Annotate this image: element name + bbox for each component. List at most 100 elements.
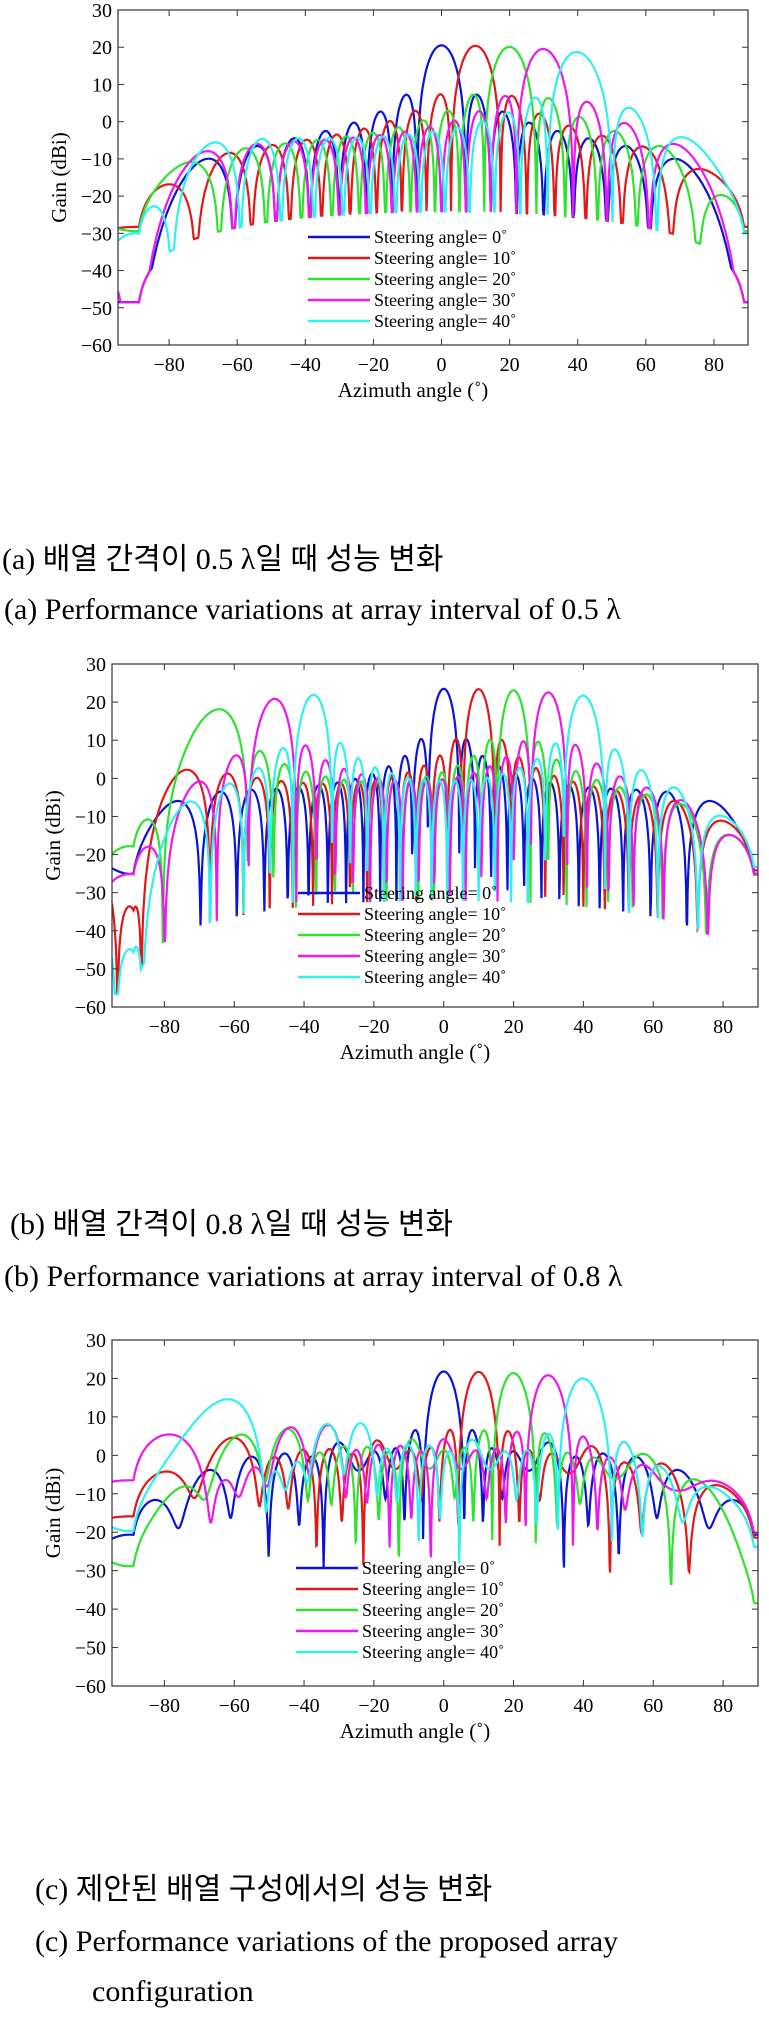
legend: Steering angle= 0˚Steering angle= 10˚Ste… [296, 1558, 504, 1662]
x-tick-label: 20 [500, 354, 520, 376]
legend-label: Steering angle= 0˚ [362, 1558, 495, 1578]
series-line-0 [118, 44, 748, 304]
y-tick-label: 10 [92, 74, 112, 96]
caption-c-english-line1: (c) Performance variations of the propos… [35, 1925, 619, 1958]
y-tick-label: 0 [102, 112, 112, 134]
legend-label: Steering angle= 20˚ [374, 269, 516, 289]
x-tick-label: −80 [153, 354, 184, 376]
legend-label: Steering angle= 0˚ [374, 227, 507, 247]
caption-a-english: (a) Performance variations at array inte… [4, 593, 621, 626]
chart-c: 30 20 10 0 −10 −20 −30 −40 −50 −60 −80 −60 −40 −20 0 20… [41, 1330, 759, 1743]
series-line-0 [112, 1370, 758, 1568]
series-line-10 [112, 688, 758, 995]
y-tick-label: 30 [92, 0, 112, 22]
y-tick-label: −30 [81, 223, 112, 245]
x-tick-label: 0 [439, 1695, 449, 1717]
series-line-10 [118, 44, 748, 241]
y-tick-label: −10 [75, 806, 106, 828]
legend: Steering angle= 0˚Steering angle= 10˚Ste… [308, 227, 516, 331]
x-tick-label: 60 [643, 1016, 663, 1038]
legend-label: Steering angle= 40˚ [364, 967, 506, 987]
x-tick-label: 40 [573, 1695, 593, 1717]
legend-label: Steering angle= 20˚ [362, 1600, 504, 1620]
x-tick-label: 40 [568, 354, 588, 376]
legend-label: Steering angle= 0˚ [364, 883, 497, 903]
y-tick-label: 30 [86, 1330, 106, 1352]
x-axis-label: Azimuth angle (˚) [340, 1040, 490, 1064]
legend-label: Steering angle= 10˚ [374, 248, 516, 268]
x-tick-label: −40 [288, 1695, 319, 1717]
y-tick-label: −20 [75, 845, 106, 867]
y-tick-label: 0 [96, 768, 106, 790]
y-tick-label: −40 [81, 261, 112, 283]
series-line-0 [112, 687, 758, 926]
legend-label: Steering angle= 40˚ [362, 1642, 504, 1662]
y-tick-label: 10 [86, 730, 106, 752]
y-tick-label: −20 [75, 1522, 106, 1544]
caption-a-korean: (a) 배열 간격이 0.5 λ일 때 성능 변화 [2, 543, 444, 576]
y-tick-label: −50 [75, 1638, 106, 1660]
series-line-20 [118, 45, 748, 246]
series-group [112, 1370, 758, 1605]
x-tick-label: −60 [222, 354, 253, 376]
caption-c-korean: (c) 제안된 배열 구성에서의 성능 변화 [35, 1873, 493, 1906]
x-tick-label: −20 [358, 354, 389, 376]
legend-label: Steering angle= 40˚ [374, 311, 516, 331]
caption-b-english: (b) Performance variations at array inte… [4, 1260, 623, 1293]
y-tick-label: 20 [86, 692, 106, 714]
x-axis-label: Azimuth angle (˚) [338, 378, 488, 402]
y-tick-label: −20 [81, 186, 112, 208]
x-tick-label: −60 [219, 1016, 250, 1038]
x-tick-label: −20 [358, 1016, 389, 1038]
caption-b-korean: (b) 배열 간격이 0.8 λ일 때 성능 변화 [10, 1208, 454, 1241]
y-tick-label: 10 [86, 1407, 106, 1429]
y-tick-label: 30 [86, 654, 106, 676]
x-tick-label: −40 [290, 354, 321, 376]
y-tick-label: −10 [75, 1484, 106, 1506]
x-axis-label: Azimuth angle (˚) [340, 1719, 490, 1743]
x-tick-label: 60 [643, 1695, 663, 1717]
x-tick-label: −60 [219, 1695, 250, 1717]
series-group [118, 44, 748, 304]
plot-frame [117, 9, 749, 346]
x-tick-label: 0 [439, 1016, 449, 1038]
y-tick-label: 20 [92, 37, 112, 59]
x-tick-label: −40 [288, 1016, 319, 1038]
legend-label: Steering angle= 30˚ [374, 290, 516, 310]
series-line-30 [118, 47, 748, 304]
y-tick-label: −60 [75, 1676, 106, 1698]
series-group [112, 687, 758, 996]
chart-a: 30 20 10 0 −10 −20 −30 −40 −50 −60 −80 −60 −40 −20 0 20… [47, 0, 749, 402]
plot-frame [111, 1339, 759, 1687]
x-tick-label: 60 [636, 354, 656, 376]
chart-b: 30 20 10 0 −10 −20 −30 −40 −50 −60 −80 −60 −40 −20 0 20… [41, 654, 759, 1064]
series-line-40 [112, 1377, 758, 1564]
legend-label: Steering angle= 10˚ [362, 1579, 504, 1599]
y-axis-label: Gain (dBi) [41, 1468, 65, 1558]
series-line-40 [112, 693, 758, 996]
y-tick-label: −30 [75, 883, 106, 905]
legend-label: Steering angle= 20˚ [364, 925, 506, 945]
y-tick-label: −60 [75, 997, 106, 1019]
y-tick-label: −50 [81, 298, 112, 320]
y-tick-label: −40 [75, 1599, 106, 1621]
caption-c-english-line2: configuration [92, 1975, 254, 2008]
y-tick-label: −60 [81, 335, 112, 357]
y-tick-label: −10 [81, 149, 112, 171]
x-tick-label: 0 [437, 354, 447, 376]
legend-label: Steering angle= 30˚ [364, 946, 506, 966]
legend-label: Steering angle= 10˚ [364, 904, 506, 924]
y-tick-label: −40 [75, 921, 106, 943]
x-tick-label: 80 [704, 354, 724, 376]
x-tick-label: 20 [504, 1695, 524, 1717]
x-tick-label: −20 [358, 1695, 389, 1717]
x-tick-label: 20 [504, 1016, 524, 1038]
y-tick-label: −30 [75, 1561, 106, 1583]
legend-label: Steering angle= 30˚ [362, 1621, 504, 1641]
y-axis-label: Gain (dBi) [47, 132, 71, 222]
x-tick-label: −80 [149, 1016, 180, 1038]
x-tick-label: 80 [713, 1016, 733, 1038]
x-tick-label: −80 [149, 1695, 180, 1717]
plot-frame [111, 663, 759, 1008]
y-axis-label: Gain (dBi) [41, 790, 65, 880]
